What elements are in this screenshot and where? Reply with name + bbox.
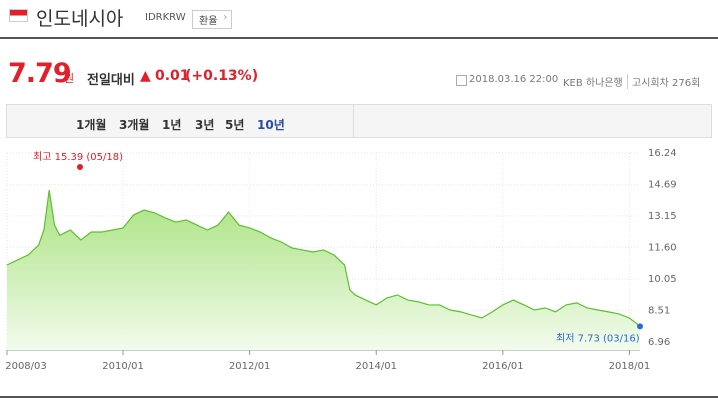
change-pct: (+0.13%) — [185, 68, 259, 84]
price: 7.79 — [8, 58, 72, 89]
tab[interactable]: 3개월 — [119, 118, 150, 132]
x-tick-label: 2008/03 — [5, 361, 47, 372]
x-tick-label: 2010/01 — [102, 361, 144, 372]
button-label: 환율 — [199, 16, 218, 27]
code: IDRKRW — [145, 12, 186, 23]
area — [7, 190, 640, 350]
x-tick-label: 2016/01 — [482, 361, 524, 372]
flag — [9, 9, 28, 22]
y-tick-label: 16.24 — [648, 148, 677, 159]
y-tick-label: 11.60 — [648, 243, 677, 254]
bank: KEB 하나은행 — [563, 78, 623, 89]
tab[interactable]: 1년 — [162, 118, 182, 132]
line — [6, 189, 641, 327]
y-tick-label: 13.15 — [648, 211, 677, 222]
tab[interactable]: 5년 — [225, 118, 245, 132]
y-tick-label: 14.69 — [648, 180, 677, 191]
change-label: 전일대비 — [87, 73, 135, 88]
tab[interactable]: 1개월 — [76, 118, 107, 132]
round: 고시회차 276회 — [627, 74, 700, 89]
exchange-button[interactable]: 환율 › — [192, 10, 233, 29]
tab-separator — [353, 105, 354, 137]
y-tick-label: 10.05 — [648, 274, 677, 285]
tab[interactable]: 10년 — [257, 118, 285, 132]
min-annotation: 최저 7.73 (03/16) — [556, 332, 640, 344]
y-tick-label: 6.96 — [648, 337, 670, 348]
country: 인도네시아 — [36, 8, 124, 30]
datetime: 2018.03.16 22:00 — [469, 74, 559, 85]
x-tick-label: 2018/01 — [609, 361, 651, 372]
x-tick-label: 2012/01 — [229, 361, 271, 372]
tab-bar — [6, 104, 712, 138]
divider — [0, 37, 718, 39]
tab[interactable]: 3년 — [195, 118, 215, 132]
max-point — [77, 164, 83, 170]
calendar-icon — [456, 75, 467, 86]
max-annotation: 최고 15.39 (05/18) — [33, 151, 123, 163]
change-sign: ▲ — [140, 68, 151, 84]
unit: 원 — [64, 72, 75, 85]
x-tick-label: 2014/01 — [355, 361, 397, 372]
min-point — [637, 323, 643, 330]
y-tick-label: 8.51 — [648, 305, 670, 316]
change: 0.01 — [155, 68, 190, 84]
